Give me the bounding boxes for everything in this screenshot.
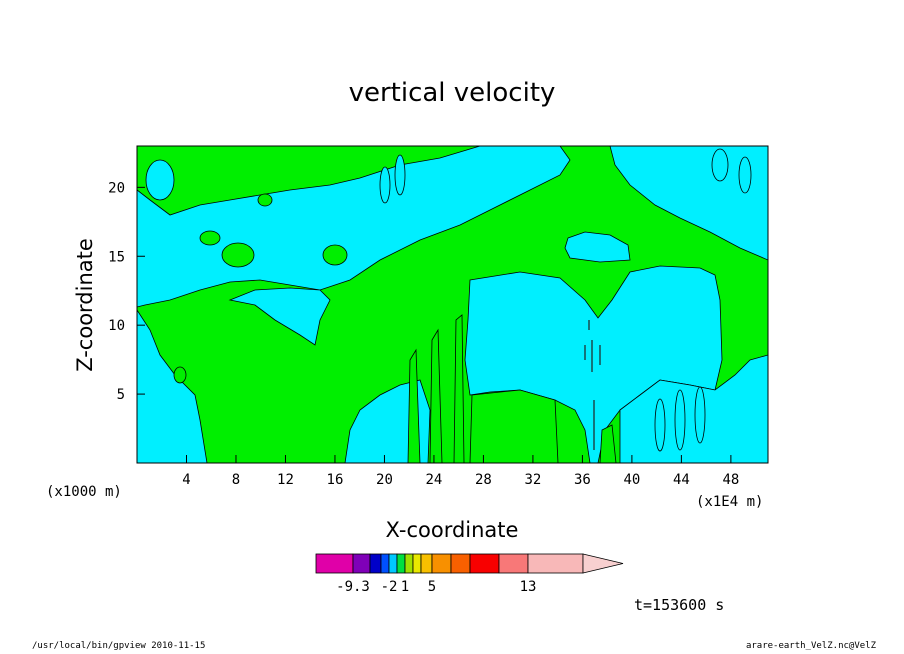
plot-area bbox=[137, 146, 768, 463]
colorbar-swatch bbox=[404, 553, 414, 574]
downdraft-region-right-top bbox=[609, 146, 768, 261]
y-axis-label: Z-coordinate bbox=[73, 238, 97, 372]
y-tick-label: 15 bbox=[108, 249, 125, 265]
colorbar-swatch bbox=[380, 553, 390, 574]
downdraft-region-left bbox=[137, 309, 208, 463]
colorbar-swatch bbox=[498, 553, 529, 574]
x-unit-right: (x1E4 m) bbox=[696, 494, 763, 510]
x-tick-label: 8 bbox=[232, 472, 240, 488]
colorbar-label: -9.3 bbox=[336, 579, 370, 595]
footer-file: arare-earth_VelZ.nc@VelZ bbox=[745, 641, 876, 651]
colorbar-swatch bbox=[396, 553, 406, 574]
colorbar-label: -2 bbox=[381, 579, 398, 595]
colorbar-swatch bbox=[431, 553, 452, 574]
y-tick-label: 20 bbox=[108, 180, 125, 196]
colorbar: -9.3 -2 1 5 13 bbox=[315, 553, 624, 595]
chart-title: vertical velocity bbox=[349, 78, 556, 108]
time-label: t=153600 s bbox=[634, 596, 724, 614]
colorbar-swatch bbox=[469, 553, 500, 574]
x-tick-label: 12 bbox=[277, 472, 294, 488]
colorbar-extend-arrow bbox=[582, 553, 624, 574]
colorbar-swatch bbox=[412, 553, 422, 574]
downdraft-region-upper bbox=[137, 146, 571, 308]
colorbar-swatch bbox=[369, 553, 382, 574]
y-tick-label: 10 bbox=[108, 318, 125, 334]
downdraft-cap bbox=[564, 231, 631, 263]
colorbar-label: 13 bbox=[520, 579, 537, 595]
x-tick-label: 48 bbox=[722, 472, 739, 488]
x-tick-label: 20 bbox=[376, 472, 393, 488]
colorbar-swatch bbox=[527, 553, 584, 574]
x-axis: 4 8 12 16 20 24 28 32 36 40 44 48 bbox=[182, 455, 739, 488]
colorbar-swatch bbox=[352, 553, 371, 574]
footer-command: /usr/local/bin/gpview 2010-11-15 bbox=[32, 641, 206, 651]
x-axis-label: X-coordinate bbox=[386, 518, 519, 542]
colorbar-swatch bbox=[388, 553, 398, 574]
x-unit-left: (x1000 m) bbox=[46, 484, 122, 500]
x-tick-label: 44 bbox=[673, 472, 690, 488]
colorbar-swatch bbox=[420, 553, 433, 574]
x-tick-label: 4 bbox=[182, 472, 190, 488]
colorbar-swatch bbox=[315, 553, 354, 574]
x-tick-label: 24 bbox=[426, 472, 443, 488]
colorbar-label: 5 bbox=[428, 579, 436, 595]
downdraft-region-left-mid bbox=[228, 287, 331, 346]
colorbar-swatch bbox=[450, 553, 471, 574]
plot-frame bbox=[136, 145, 769, 464]
colorbar-label: 1 bbox=[401, 579, 409, 595]
x-tick-label: 28 bbox=[475, 472, 492, 488]
y-tick-label: 5 bbox=[117, 387, 125, 403]
x-tick-label: 36 bbox=[574, 472, 591, 488]
x-tick-label: 32 bbox=[524, 472, 541, 488]
y-axis: 5 10 15 20 bbox=[108, 180, 145, 403]
x-tick-label: 16 bbox=[327, 472, 344, 488]
x-tick-label: 40 bbox=[623, 472, 640, 488]
